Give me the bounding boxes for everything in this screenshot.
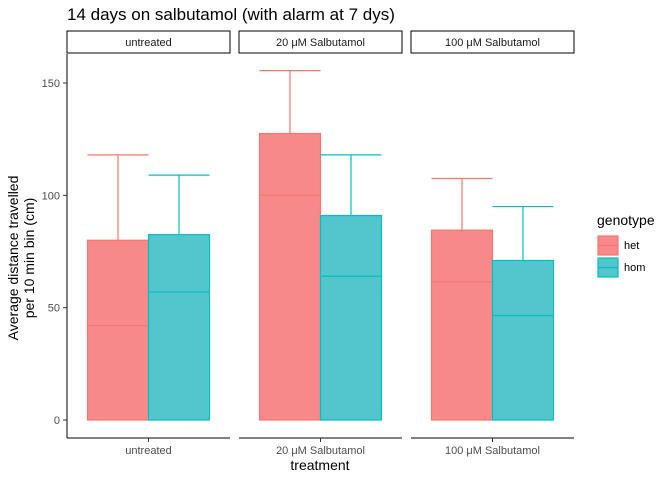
bar-hom xyxy=(147,234,211,421)
facet-panels: untreated 20 μM Salbutamol 100 μM Salbutam… xyxy=(66,30,575,421)
legend-label-hom: hom xyxy=(624,262,645,274)
legend-label-het: het xyxy=(624,240,639,252)
x-tick-label-1: 20 μM Salbutamol xyxy=(276,445,365,457)
x-axis: untreated 20 μM Salbutamol 100 μM Salbutam… xyxy=(67,437,574,457)
facet-1: 20 μM Salbutamol xyxy=(238,30,403,421)
legend: genotype het hom xyxy=(597,212,655,278)
y-tick-label-50: 50 xyxy=(48,303,60,315)
y-axis-title-line-2: per 10 min bin (cm) xyxy=(21,198,37,319)
x-tick-label-0: untreated xyxy=(125,445,171,457)
facet-strip xyxy=(66,30,231,54)
facet-strip xyxy=(238,30,403,54)
x-axis-title: treatment xyxy=(290,457,349,473)
bar-hom xyxy=(491,259,555,421)
y-axis-title: Average distance travelled per 10 min bi… xyxy=(5,176,37,341)
y-tick-label-0: 0 xyxy=(54,415,60,427)
legend-item-het: het xyxy=(597,235,639,256)
y-axis: 0 50 100 150 xyxy=(42,54,68,438)
chart-title: 14 days on salbutamol (with alarm at 7 d… xyxy=(67,5,395,24)
bar-hom xyxy=(319,214,383,421)
facet-2: 100 μM Salbutamol xyxy=(410,30,575,421)
bar-het xyxy=(430,229,494,421)
facet-strip-label: untreated xyxy=(125,37,171,49)
facet-strip-label: 100 μM Salbutamol xyxy=(445,37,540,49)
x-tick-label-2: 100 μM Salbutamol xyxy=(445,445,540,457)
facet-strip-label: 20 μM Salbutamol xyxy=(276,37,365,49)
y-tick-label-150: 150 xyxy=(42,78,60,90)
facet-strip xyxy=(410,30,575,54)
y-axis-title-line-1: Average distance travelled xyxy=(5,176,21,341)
legend-item-hom: hom xyxy=(597,257,645,278)
bar-het xyxy=(258,132,322,421)
facet-0: untreated xyxy=(66,30,231,421)
legend-title: genotype xyxy=(597,212,655,228)
y-tick-label-100: 100 xyxy=(42,190,60,202)
bar-het xyxy=(86,239,150,421)
